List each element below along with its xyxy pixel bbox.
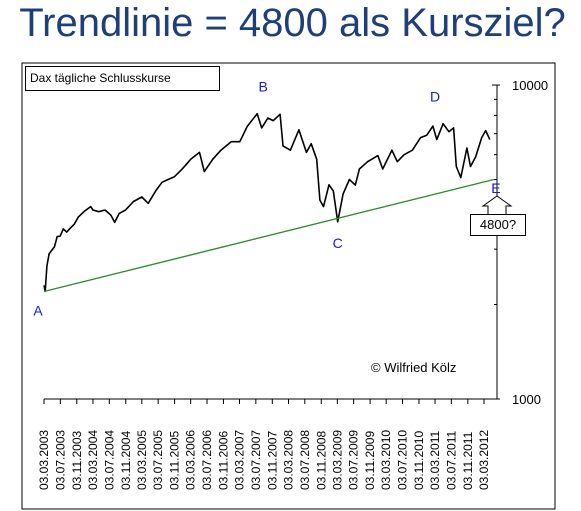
chart-title-box: Dax tägliche Schlusskurse [25,66,220,91]
chart-frame [21,62,556,510]
x-tick-label: 03.11.2004 [119,431,133,490]
callout-4800: 4800? [470,214,526,236]
x-tick-label: 03.03.2007 [233,430,247,490]
x-tick-label: 03.03.2010 [379,430,393,490]
x-tick-label: 03.07.2011 [444,431,458,490]
x-tick-label: 03.07.2004 [102,430,116,490]
annotation-d: D [430,89,440,105]
annotation-c: C [333,235,343,251]
x-tick-label: 03.11.2008 [314,431,328,490]
x-tick-label: 03.03.2008 [281,430,295,490]
x-tick-label: 03.07.2003 [53,430,67,490]
x-tick-label: 03.07.2009 [347,430,361,490]
credit-text: © Wilfried Kölz [371,360,456,375]
x-tick-label: 03.11.2006 [216,431,230,490]
x-tick-label: 03.03.2012 [477,430,491,490]
x-tick-label: 03.07.2010 [396,430,410,490]
x-tick-label: 03.11.2011 [461,431,475,490]
y-tick-label: 10000 [512,78,548,93]
callout-arrow [481,195,513,214]
annotation-b: B [259,79,268,95]
annotation-a: A [33,302,43,318]
x-tick-label: 03.03.2005 [135,430,149,490]
page-title: Trendlinie = 4800 als Kursziel? [19,1,566,45]
x-tick-label: 03.11.2005 [168,431,182,490]
x-tick-label: 03.11.2010 [412,431,426,490]
x-tick-label: 03.11.2003 [70,431,84,490]
x-tick-label: 03.03.2004 [86,430,100,490]
trend-line [43,178,494,293]
x-tick-label: 03.07.2007 [249,430,263,490]
x-tick-label: 03.11.2009 [363,431,377,490]
x-tick-label: 03.07.2008 [298,430,312,490]
x-tick-label: 03.03.2003 [37,430,51,490]
annotation-e: E [491,180,500,196]
x-tick-label: 03.07.2006 [200,430,214,490]
dax-price-line [43,112,491,293]
x-tick-label: 03.07.2005 [151,430,165,490]
x-tick-label: 03.03.2009 [330,430,344,490]
x-tick-label: 03.03.2006 [184,430,198,490]
x-tick-label: 03.11.2007 [265,431,279,490]
x-tick-label: 03.03.2011 [428,431,442,490]
y-tick-label: 1000 [512,392,541,407]
